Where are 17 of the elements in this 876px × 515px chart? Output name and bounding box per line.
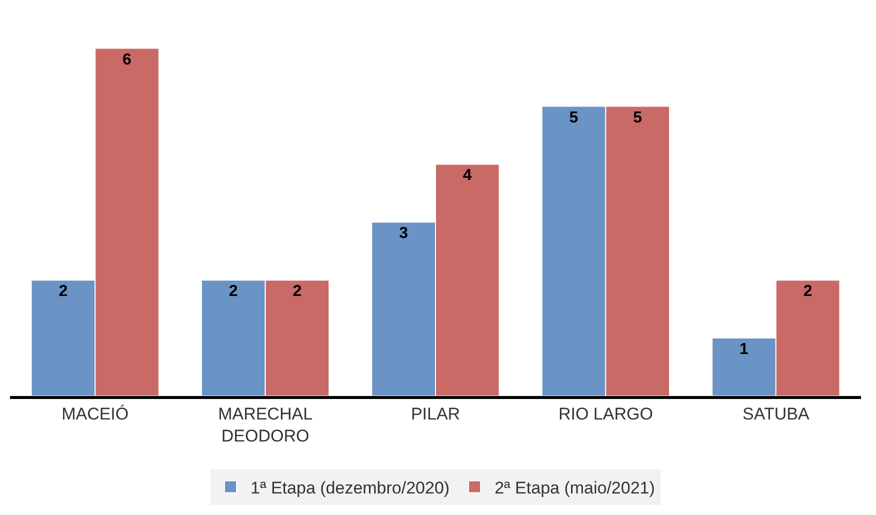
x-tick-label: SATUBA: [742, 404, 810, 424]
data-label: 2: [292, 283, 302, 300]
x-tick-label: RIO LARGO: [558, 404, 653, 424]
legend-label: 2ª Etapa (maio/2021): [494, 478, 655, 498]
legend-label: 1ª Etapa (dezembro/2020): [250, 478, 450, 498]
data-label: 6: [122, 51, 132, 68]
x-tick-label: PILAR: [410, 404, 460, 424]
data-label: 1: [739, 341, 748, 358]
x-tick-label: MACEIÓ: [62, 404, 129, 424]
data-label: 5: [633, 109, 642, 126]
data-label: 5: [569, 109, 578, 126]
data-label: 3: [399, 225, 408, 242]
data-label: 4: [462, 167, 472, 184]
data-label: 2: [228, 283, 238, 300]
x-tick-label: MARECHAL DEODORO: [218, 404, 313, 446]
data-label: 2: [803, 283, 812, 300]
data-label: 2: [58, 283, 68, 300]
